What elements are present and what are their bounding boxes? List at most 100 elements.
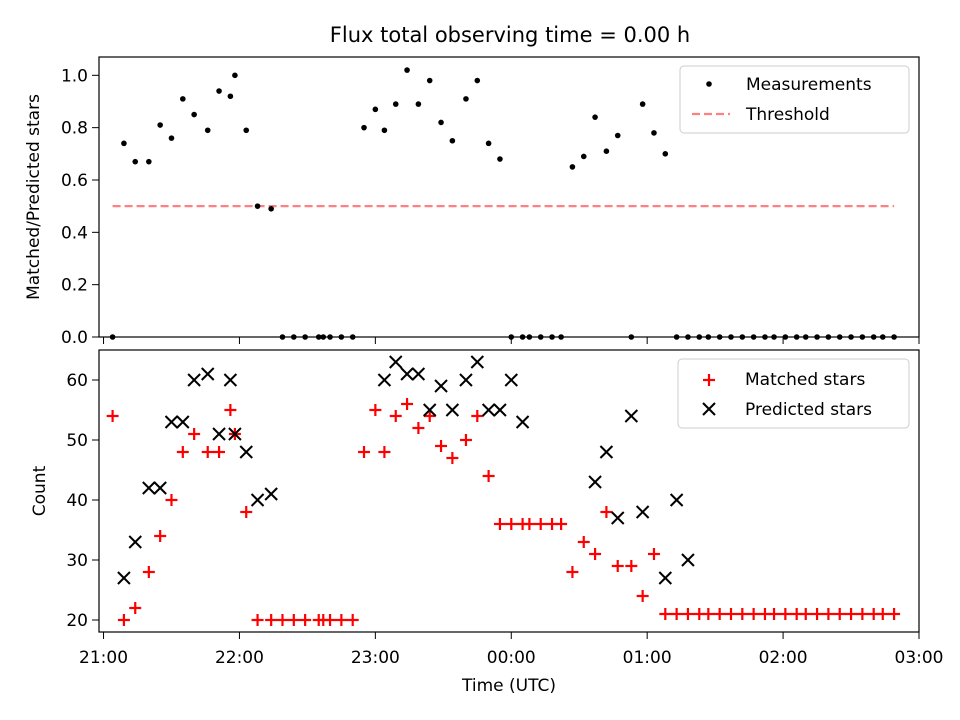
measurement-point bbox=[157, 122, 163, 128]
matched-star-point bbox=[659, 608, 672, 620]
y-tick-label: 40 bbox=[66, 491, 88, 511]
matched-star-point bbox=[378, 446, 391, 458]
predicted-star-point bbox=[389, 355, 403, 369]
matched-star-point bbox=[265, 614, 278, 626]
measurement-point bbox=[216, 88, 222, 94]
matched-star-point bbox=[324, 614, 337, 626]
matched-star-point bbox=[747, 608, 760, 620]
matched-star-point bbox=[566, 566, 579, 578]
predicted-star-point bbox=[504, 373, 518, 387]
matched-star-point bbox=[856, 608, 869, 620]
predicted-star-point bbox=[212, 427, 226, 441]
legend-measurements-label: Measurements bbox=[746, 75, 872, 95]
measurement-point bbox=[404, 67, 410, 73]
predicted-star-point bbox=[377, 373, 392, 387]
measurement-point bbox=[132, 158, 139, 165]
measurement-point bbox=[254, 203, 261, 209]
predicted-star-point bbox=[470, 355, 484, 369]
predicted-star-point bbox=[164, 415, 179, 429]
measurement-point bbox=[268, 205, 274, 212]
measurement-point bbox=[204, 127, 211, 134]
matched-star-point bbox=[876, 608, 889, 620]
x-tick-label: 23:00 bbox=[351, 648, 400, 668]
matched-star-point bbox=[589, 548, 602, 560]
legend-matched-label: Matched stars bbox=[745, 370, 865, 390]
matched-star-point bbox=[647, 548, 660, 560]
matched-star-point bbox=[117, 614, 130, 626]
measurement-point bbox=[614, 132, 621, 139]
matched-star-point bbox=[811, 608, 824, 620]
measurement-point bbox=[381, 127, 388, 134]
measurement-point bbox=[180, 96, 186, 102]
measurement-point bbox=[592, 114, 598, 120]
matched-star-point bbox=[213, 446, 226, 458]
predicted-star-point bbox=[423, 403, 437, 417]
predicted-star-point bbox=[223, 373, 238, 387]
matched-star-point bbox=[165, 494, 178, 506]
measurement-point bbox=[603, 148, 610, 155]
measurement-point bbox=[449, 137, 456, 144]
matched-star-point bbox=[822, 608, 835, 620]
y-tick-label: 1.0 bbox=[61, 66, 88, 86]
predicted-star-point bbox=[187, 373, 201, 387]
predicted-star-point bbox=[459, 373, 473, 387]
measurement-point bbox=[227, 93, 234, 100]
measurement-point bbox=[497, 156, 503, 162]
top-y-axis-label: Matched/Predicted stars bbox=[24, 94, 44, 300]
measurement-point bbox=[121, 140, 127, 147]
predicted-star-point bbox=[681, 553, 695, 567]
predicted-star-point bbox=[611, 511, 625, 525]
measurement-point bbox=[168, 135, 175, 141]
bottom-y-ticks: 20 30 40 50 60 bbox=[66, 371, 99, 631]
predicted-star-point bbox=[201, 367, 215, 381]
top-y-ticks: 0.0 0.2 0.4 0.6 0.8 1.0 bbox=[61, 66, 99, 348]
measurement-point bbox=[569, 164, 576, 170]
x-axis-label: Time (UTC) bbox=[461, 676, 556, 696]
predicted-star-point bbox=[153, 481, 167, 495]
x-tick-label: 02:00 bbox=[759, 648, 808, 668]
measurement-point bbox=[438, 119, 444, 126]
measurement-point bbox=[426, 77, 433, 84]
predicted-star-point bbox=[515, 415, 530, 429]
matched-star-point bbox=[423, 410, 436, 422]
matched-star-point bbox=[505, 518, 518, 530]
matched-star-point bbox=[555, 518, 568, 530]
legend-predicted-marker bbox=[702, 402, 716, 416]
matched-star-point bbox=[471, 410, 484, 422]
matched-star-point bbox=[611, 560, 624, 572]
matched-star-point bbox=[287, 614, 300, 626]
x-tick-label: 22:00 bbox=[215, 648, 264, 668]
x-tick-label: 00:00 bbox=[487, 648, 536, 668]
predicted-star-point bbox=[128, 535, 142, 549]
predicted-star-point bbox=[445, 403, 460, 417]
matched-star-point bbox=[459, 434, 472, 446]
matched-star-point bbox=[358, 446, 371, 458]
matched-star-point bbox=[670, 608, 683, 620]
bottom-panel-frame bbox=[98, 349, 920, 633]
bottom-panel: 20 30 40 50 60 21:00 22:00 23:00 00:00 01:00 02:0… bbox=[30, 349, 944, 696]
predicted-star-point bbox=[669, 493, 684, 507]
predicted-star-point bbox=[411, 367, 426, 381]
matched-star-point bbox=[129, 602, 142, 614]
predicted-star-point bbox=[142, 481, 156, 495]
matched-star-point bbox=[845, 608, 858, 620]
x-tick-label: 01:00 bbox=[623, 648, 672, 668]
matched-star-point bbox=[335, 614, 348, 626]
matched-star-point bbox=[713, 608, 726, 620]
measurement-point bbox=[662, 151, 669, 157]
predicted-star-point bbox=[250, 493, 265, 507]
measurement-point bbox=[651, 130, 657, 136]
predicted-star-point bbox=[400, 367, 414, 381]
predicted-star-point bbox=[228, 427, 242, 441]
matched-star-point bbox=[523, 518, 536, 530]
matched-star-point bbox=[435, 440, 448, 452]
measurement-point bbox=[232, 72, 238, 79]
matched-star-point bbox=[369, 404, 382, 416]
matched-star-point bbox=[299, 614, 312, 626]
measurement-point bbox=[392, 101, 399, 107]
matched-star-point bbox=[224, 404, 237, 416]
top-panel-frame bbox=[98, 56, 920, 338]
top-x-ticks bbox=[103, 337, 920, 344]
predicted-star-point bbox=[117, 571, 131, 585]
